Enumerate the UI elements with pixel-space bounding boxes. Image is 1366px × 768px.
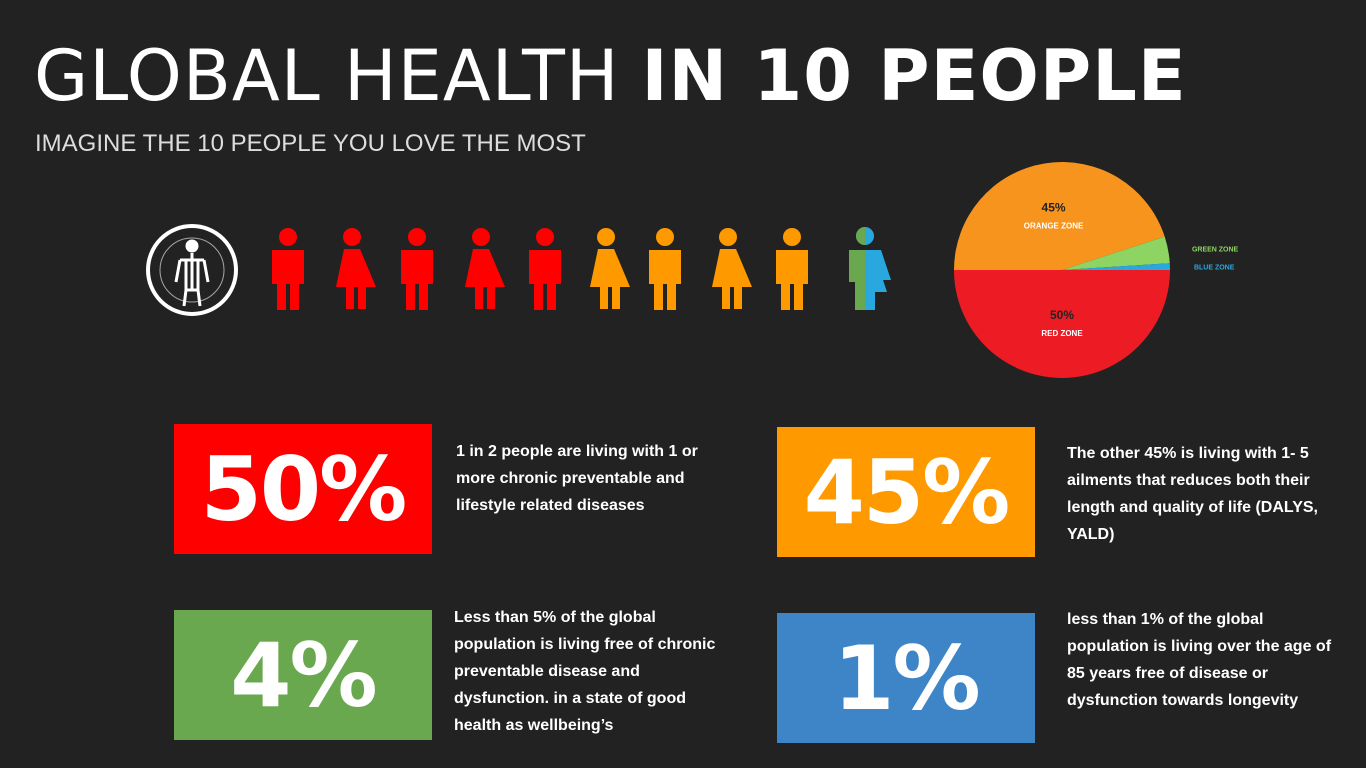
person-body bbox=[465, 249, 505, 309]
pie-value-label: 1% bbox=[1180, 262, 1195, 273]
person-head bbox=[783, 228, 801, 246]
pie-value-label: 50% bbox=[1050, 308, 1074, 322]
person-icon bbox=[849, 227, 891, 310]
people-icons bbox=[272, 227, 891, 310]
person-icon bbox=[272, 228, 304, 310]
pie-slice bbox=[1062, 263, 1170, 270]
pie-slice bbox=[1062, 236, 1170, 270]
person-head bbox=[597, 228, 615, 246]
person-head bbox=[536, 228, 554, 246]
person-head bbox=[656, 228, 674, 246]
pie-category-label: RED ZONE bbox=[1041, 329, 1083, 338]
person-body bbox=[401, 250, 433, 310]
person-head bbox=[472, 228, 490, 246]
person-icon bbox=[465, 228, 505, 309]
person-head bbox=[408, 228, 426, 246]
stat-text: less than 1% of the global population is… bbox=[1067, 611, 1332, 709]
person-body bbox=[529, 250, 561, 310]
person-body bbox=[590, 249, 630, 309]
title-bold: IN 10 PEOPLE bbox=[641, 35, 1187, 117]
person-head bbox=[856, 227, 865, 245]
person-body bbox=[272, 250, 304, 310]
person-head bbox=[719, 228, 737, 246]
person-icon bbox=[590, 228, 630, 309]
stat-value: 1% bbox=[777, 613, 1035, 743]
stat-text: The other 45% is living with 1- 5 ailmen… bbox=[1067, 445, 1318, 543]
pie-value-label: 45% bbox=[1042, 201, 1066, 215]
person-icon bbox=[529, 228, 561, 310]
pie-chart: 50% RED ZONE 45% ORANGE ZONE 4% GREEN ZONE 1% B… bbox=[954, 161, 1239, 378]
person-icon bbox=[401, 228, 433, 310]
title-light: GLOBAL HEALTH bbox=[34, 35, 620, 117]
person-body bbox=[649, 250, 681, 310]
pie-category-label: ORANGE ZONE bbox=[1024, 222, 1084, 231]
stat-text: Less than 5% of the global population is… bbox=[454, 609, 716, 734]
subtitle: IMAGINE THE 10 PEOPLE YOU LOVE THE MOST bbox=[35, 130, 586, 157]
person-body bbox=[712, 249, 752, 309]
person-head bbox=[343, 228, 361, 246]
stat-value: 4% bbox=[174, 610, 432, 740]
pie-category-label: BLUE ZONE bbox=[1194, 264, 1235, 271]
stat-text: 1 in 2 people are living with 1 or more … bbox=[456, 443, 698, 514]
pie-value-label: 4% bbox=[1178, 244, 1193, 255]
pie-slice bbox=[954, 270, 1170, 378]
person-head bbox=[279, 228, 297, 246]
person-icon bbox=[776, 228, 808, 310]
person-body bbox=[849, 250, 865, 310]
person-body bbox=[336, 249, 376, 309]
pie-slice bbox=[954, 161, 1165, 270]
person-icon bbox=[712, 228, 752, 309]
pie-category-label: GREEN ZONE bbox=[1192, 246, 1239, 253]
person-body bbox=[776, 250, 808, 310]
title: GLOBAL HEALTH IN 10 PEOPLE bbox=[34, 30, 1187, 121]
logo bbox=[146, 224, 238, 316]
person-icon bbox=[336, 228, 376, 309]
person-body bbox=[865, 250, 891, 310]
stat-value: 45% bbox=[777, 427, 1035, 557]
person-icon bbox=[649, 228, 681, 310]
stat-value: 50% bbox=[174, 424, 432, 554]
